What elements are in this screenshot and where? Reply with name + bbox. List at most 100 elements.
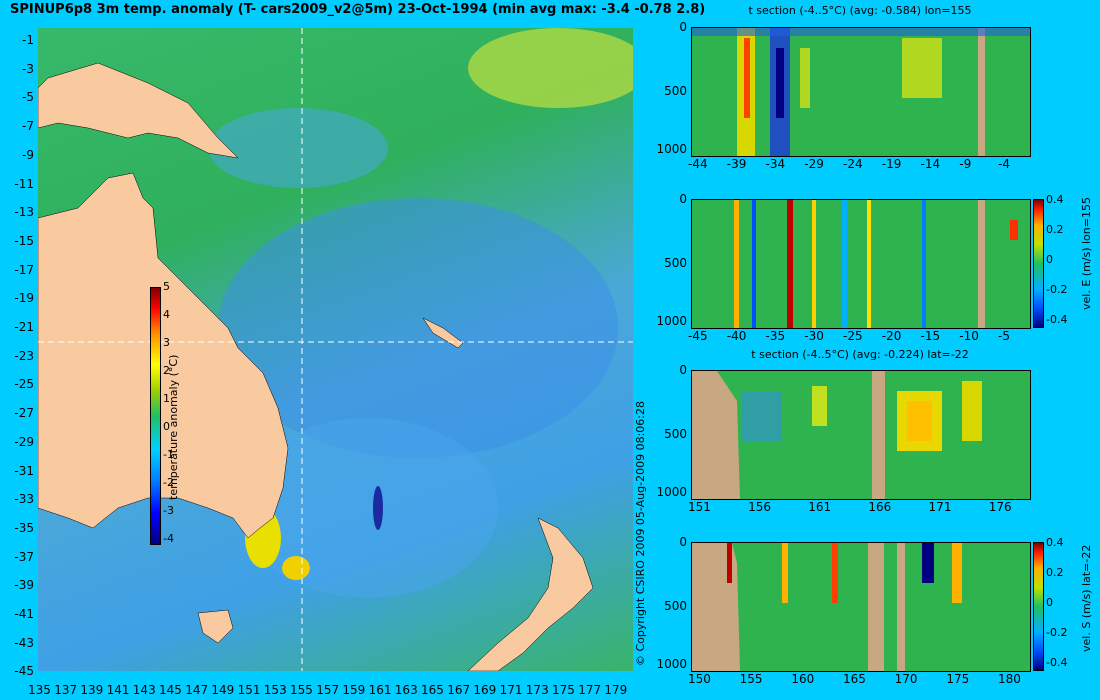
panel-1-x-tick: -39 (726, 157, 747, 171)
panel-4-y-tick: 1000 (656, 657, 687, 671)
panel-3-x-tick: 151 (688, 500, 711, 514)
panel-2-cbar-tick: 0.4 (1046, 193, 1064, 206)
panel-4-x-tick: 160 (791, 672, 815, 686)
panel-2-y-tick: 500 (664, 256, 687, 270)
lon-tick-label: 159 (342, 683, 366, 697)
lat-tick-label: -31 (14, 463, 34, 478)
lon-tick-label: 157 (316, 683, 340, 697)
panel-1-x-tick: -29 (804, 157, 824, 171)
panel-1-x-tick: -9 (959, 157, 972, 171)
panel-4-x-tick: 180 (998, 672, 1021, 686)
lon-tick-label: 169 (473, 683, 497, 697)
new-zealand-land (467, 517, 594, 671)
panel-2-side-label: vel. E (m/s) lon=155 (1080, 197, 1093, 310)
panel-4-cbar-tick: 0 (1046, 596, 1053, 609)
australia-land (38, 172, 289, 539)
colorbar-tick-label: -2 (163, 476, 174, 489)
panel-3-x-tick: 176 (988, 500, 1012, 514)
panel-4-cbar-tick: -0.2 (1046, 626, 1068, 639)
lon-tick-label: 147 (185, 683, 209, 697)
panel-4-x-tick: 165 (843, 672, 866, 686)
panel-3-canvas (692, 371, 982, 499)
panel-1-x-tick: -24 (843, 157, 863, 171)
panel-1-x-tick: -4 (998, 157, 1010, 171)
panel-1-x-tick: -44 (688, 157, 708, 171)
lat-tick-label: -21 (14, 320, 34, 334)
lat-tick-label: -27 (14, 406, 34, 421)
section-panel-1 (691, 27, 1031, 157)
panel-4-x-tick: 170 (894, 672, 918, 686)
panel-1-y-tick: 500 (664, 84, 687, 98)
panel-4-cbar-tick: 0.4 (1046, 536, 1064, 549)
section-panel-2 (691, 199, 1031, 329)
colorbar-tick-label: -4 (163, 532, 174, 545)
lat-tick-label: -5 (22, 90, 34, 105)
cold-eddy (373, 486, 383, 530)
lon-tick-label: 153 (263, 683, 287, 697)
colorbar-tick-label: -1 (163, 448, 174, 461)
lat-tick-label: -29 (14, 434, 34, 449)
colorbar-tick-label: 3 (163, 336, 170, 349)
lon-tick-label: 143 (132, 683, 156, 697)
colorbar-tick-label: -3 (163, 504, 174, 517)
lat-tick-label: -41 (14, 607, 34, 621)
lat-tick-label: -17 (14, 262, 34, 277)
panel-4-canvas (692, 543, 962, 671)
lon-tick-label: 161 (368, 683, 392, 697)
panel-4-y-tick: 500 (664, 599, 687, 613)
section-panel-4 (691, 542, 1031, 672)
warm-eddy-2 (282, 556, 310, 580)
lon-tick-label: 141 (106, 683, 130, 697)
seamount-land-2 (868, 543, 884, 671)
panel-3-x-tick: 156 (748, 500, 772, 514)
lat-tick-label: -43 (14, 635, 34, 650)
panel-1-x-tick: -14 (920, 157, 941, 171)
colorbar-tick-label: 4 (163, 308, 170, 321)
lat-tick-label: -39 (14, 578, 34, 593)
lat-tick-label: -23 (14, 348, 34, 363)
panel-2-x-tick: -20 (881, 329, 902, 343)
panel-3-x-tick: 171 (928, 500, 952, 514)
map-colorbar-label: temperature anomaly (°C) (167, 354, 180, 500)
lat-tick-label: -45 (14, 664, 34, 679)
colorbar-tick-label: 0 (163, 420, 170, 433)
lon-tick-label: 151 (237, 683, 261, 697)
panel-2-y-tick: 0 (679, 192, 687, 206)
panel-4-side-label: vel. S (m/s) lat=-22 (1080, 544, 1093, 652)
lat-tick-label: -1 (22, 33, 34, 47)
lon-tick-label: 175 (552, 683, 575, 697)
panel-2-x-tick: -15 (920, 329, 941, 343)
panel-2-x-tick: -30 (804, 329, 824, 343)
lon-tick-label: 137 (54, 683, 78, 697)
panel-1-x-tick: -19 (881, 157, 902, 171)
new-guinea-land (38, 62, 239, 159)
panel-3-title: t section (-4..5°C) (avg: -0.224) lat=-2… (751, 348, 969, 361)
lon-tick-label: 155 (290, 683, 313, 697)
bathymetry-land-2 (978, 200, 985, 328)
panel-1-y-tick: 0 (679, 20, 687, 34)
lat-tick-label: -35 (14, 520, 34, 535)
panel-1-y-tick: 1000 (656, 142, 687, 156)
lon-tick-label: 145 (159, 683, 182, 697)
panel-2-x-tick: -5 (998, 329, 1010, 343)
lat-tick-label: -25 (14, 377, 34, 392)
bathymetry-land-3 (692, 371, 740, 499)
lon-tick-label: 139 (80, 683, 104, 697)
panel-2-y-tick: 1000 (656, 314, 687, 328)
panel-3-y-tick: 1000 (656, 485, 687, 499)
panel-1-canvas (692, 28, 1030, 156)
panel-4-x-tick: 175 (946, 672, 970, 686)
panel-2-cbar-tick: -0.2 (1046, 283, 1068, 296)
panel-3-x-tick: 166 (868, 500, 892, 514)
panel-1-x-tick: -34 (765, 157, 786, 171)
lat-tick-label: -9 (22, 147, 34, 162)
panel-2-cbar-tick: -0.4 (1046, 313, 1068, 326)
lat-tick-label: -19 (14, 291, 34, 306)
lat-tick-label: -13 (14, 205, 34, 220)
lon-tick-label: 163 (394, 683, 418, 697)
panel-2-x-tick: -45 (688, 329, 708, 343)
velocity-colorbar-1 (1033, 199, 1044, 328)
panel-3-x-tick: 161 (808, 500, 832, 514)
colorbar-tick-label: 1 (163, 392, 170, 405)
panel-2-x-tick: -35 (765, 329, 786, 343)
